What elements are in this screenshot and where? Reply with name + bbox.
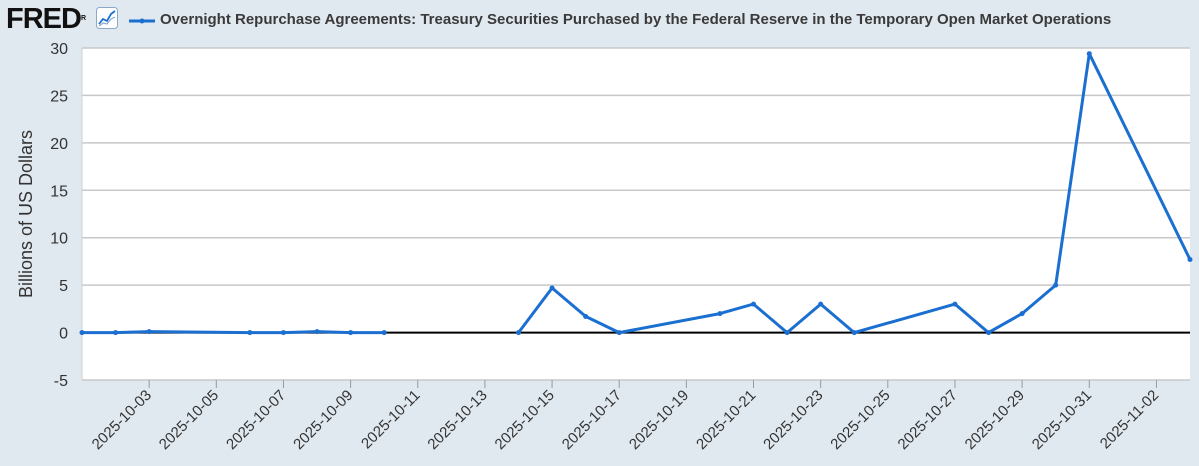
legend-series-line[interactable] <box>128 18 156 24</box>
data-point[interactable] <box>1187 257 1193 263</box>
x-tick-label: 2025-10-17 <box>559 387 625 453</box>
data-point[interactable] <box>113 330 119 336</box>
data-point[interactable] <box>952 301 958 307</box>
fred-logo-text: FRED <box>6 3 82 35</box>
data-point[interactable] <box>348 330 354 336</box>
data-point[interactable] <box>549 285 555 291</box>
x-tick-label: 2025-11-02 <box>1097 387 1162 452</box>
x-tick-label: 2025-10-09 <box>290 387 356 453</box>
chart-title: Overnight Repurchase Agreements: Treasur… <box>160 11 1112 28</box>
data-point[interactable] <box>851 330 857 336</box>
y-tick-label: 20 <box>50 136 68 153</box>
x-tick-label: 2025-10-15 <box>492 387 558 453</box>
y-tick-label: 0 <box>59 326 68 343</box>
data-point[interactable] <box>314 329 320 335</box>
series-line-segment[interactable] <box>80 330 386 335</box>
registered-mark: R <box>80 15 86 22</box>
x-tick-label: 2025-10-27 <box>895 387 961 453</box>
data-point[interactable] <box>986 330 992 336</box>
x-tick-label: 2025-10-23 <box>760 387 826 453</box>
data-point[interactable] <box>583 313 589 319</box>
data-point[interactable] <box>751 301 757 307</box>
data-point[interactable] <box>247 330 253 336</box>
fred-logo[interactable]: FREDR <box>6 3 86 35</box>
data-point[interactable] <box>818 301 824 307</box>
data-point[interactable] <box>1086 51 1092 57</box>
data-point[interactable] <box>146 329 152 335</box>
x-tick-label: 2025-10-25 <box>827 387 893 453</box>
y-tick-label: 15 <box>50 183 68 200</box>
x-tick-label: 2025-10-11 <box>358 387 423 452</box>
x-tick-label: 2025-10-13 <box>424 387 490 453</box>
data-point[interactable] <box>784 330 790 336</box>
x-tick-label: 2025-10-05 <box>156 387 222 453</box>
x-tick-label: 2025-10-21 <box>693 387 759 453</box>
data-point[interactable] <box>616 330 622 336</box>
y-tick-label: 5 <box>59 278 68 295</box>
y-tick-label: 25 <box>50 88 68 105</box>
y-tick-label: 10 <box>50 231 68 248</box>
data-point[interactable] <box>717 311 723 317</box>
y-tick-label: 30 <box>50 41 68 58</box>
data-point[interactable] <box>79 330 85 336</box>
data-point[interactable] <box>515 330 521 336</box>
data-point[interactable] <box>381 330 387 336</box>
x-tick-label: 2025-10-29 <box>962 387 1028 453</box>
chart-header: FREDR Overnight Repurchase Agreements: T… <box>0 0 1199 40</box>
line-chart-icon <box>96 7 118 29</box>
data-point[interactable] <box>1053 282 1059 288</box>
data-point[interactable] <box>280 330 286 336</box>
y-tick-label: -5 <box>54 373 68 390</box>
data-point[interactable] <box>1019 311 1025 317</box>
x-tick-label: 2025-10-07 <box>223 387 289 453</box>
x-tick-label: 2025-10-31 <box>1029 387 1095 453</box>
x-tick-label: 2025-10-19 <box>626 387 692 453</box>
x-tick-label: 2025-10-03 <box>89 387 155 453</box>
y-axis-label: Billions of US Dollars <box>16 130 36 298</box>
